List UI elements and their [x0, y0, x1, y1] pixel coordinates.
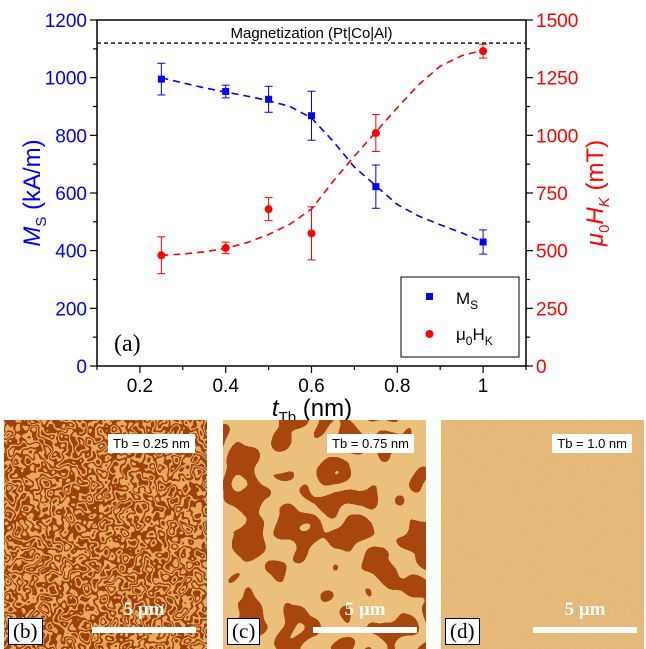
right-axis-title: μ0HK (mT) — [582, 140, 613, 247]
data-point-hk — [221, 243, 230, 252]
legend-label-hk: μ0HK — [456, 325, 493, 348]
left-tick-label: 800 — [55, 126, 87, 147]
x-tick-label: 1 — [478, 376, 489, 397]
fit-curve-ms — [161, 76, 484, 243]
data-point-ms — [308, 112, 315, 120]
data-point-hk — [157, 251, 166, 260]
left-tick-label: 400 — [55, 242, 87, 263]
data-point-ms — [157, 75, 165, 83]
right-tick-label: 1500 — [536, 11, 578, 32]
image-d-scale-label: 5 μm — [564, 599, 606, 620]
right-tick-label: 750 — [536, 184, 568, 205]
image-b-scale-bar — [92, 627, 196, 633]
fit-curve-hk — [161, 49, 484, 257]
image-b-letter: (b) — [8, 618, 43, 645]
image-c-scale-label: 5 μm — [344, 599, 386, 620]
left-tick-label: 1200 — [45, 11, 87, 32]
mfm-image-c: Tb = 0.75 nm 5 μm (c) — [223, 420, 426, 649]
x-tick-label: 0.6 — [298, 376, 324, 397]
image-d-tag: Tb = 1.0 nm — [552, 434, 632, 453]
image-c-scale-bar — [313, 627, 417, 633]
left-tick-label: 1000 — [45, 69, 87, 90]
left-tick-label: 600 — [55, 184, 87, 205]
right-tick-label: 500 — [536, 242, 568, 263]
right-tick-label: 0 — [536, 357, 547, 378]
annotation-label: Magnetization (Pt|Co|Al) — [230, 25, 392, 42]
right-tick-label: 1000 — [536, 126, 578, 147]
magnetization-chart: 0 200 400 600 800 1000 1200 0 250 500 750 1000 1250 1… — [19, 11, 613, 420]
left-axis-title: MS (kA/m) — [19, 139, 50, 246]
mfm-image-d: Tb = 1.0 nm 5 μm (d) — [441, 420, 644, 649]
image-b-scale-label: 5 μm — [123, 599, 165, 620]
data-point-ms — [265, 95, 273, 103]
data-point-hk — [479, 47, 488, 56]
x-tick-label: 0.8 — [384, 376, 410, 397]
panel-label-a: (a) — [114, 331, 141, 357]
data-point-ms — [372, 183, 380, 191]
legend-marker-hk — [425, 330, 434, 338]
data-point-hk — [307, 229, 316, 238]
image-b-tag: Tb = 0.25 nm — [108, 434, 195, 453]
x-tick-label: 0.2 — [127, 376, 153, 397]
left-tick-label: 200 — [55, 299, 87, 320]
x-tick-label: 0.4 — [212, 376, 239, 397]
right-tick-label: 250 — [536, 299, 568, 320]
image-d-letter: (d) — [445, 618, 480, 645]
left-tick-label: 0 — [76, 357, 87, 378]
right-tick-label: 1250 — [536, 69, 578, 90]
mfm-image-b: Tb = 0.25 nm 5 μm (b) — [4, 420, 207, 649]
data-point-ms — [479, 238, 487, 246]
legend-label-ms: MS — [456, 289, 478, 312]
data-point-ms — [222, 88, 230, 96]
legend-box — [400, 276, 520, 358]
data-point-hk — [371, 129, 380, 138]
legend-marker-ms — [426, 293, 433, 300]
image-c-letter: (c) — [227, 618, 261, 645]
image-c-tag: Tb = 0.75 nm — [327, 434, 414, 453]
x-axis-title: tTb (nm) — [272, 395, 352, 420]
data-point-hk — [264, 205, 273, 214]
image-d-scale-bar — [533, 627, 637, 633]
